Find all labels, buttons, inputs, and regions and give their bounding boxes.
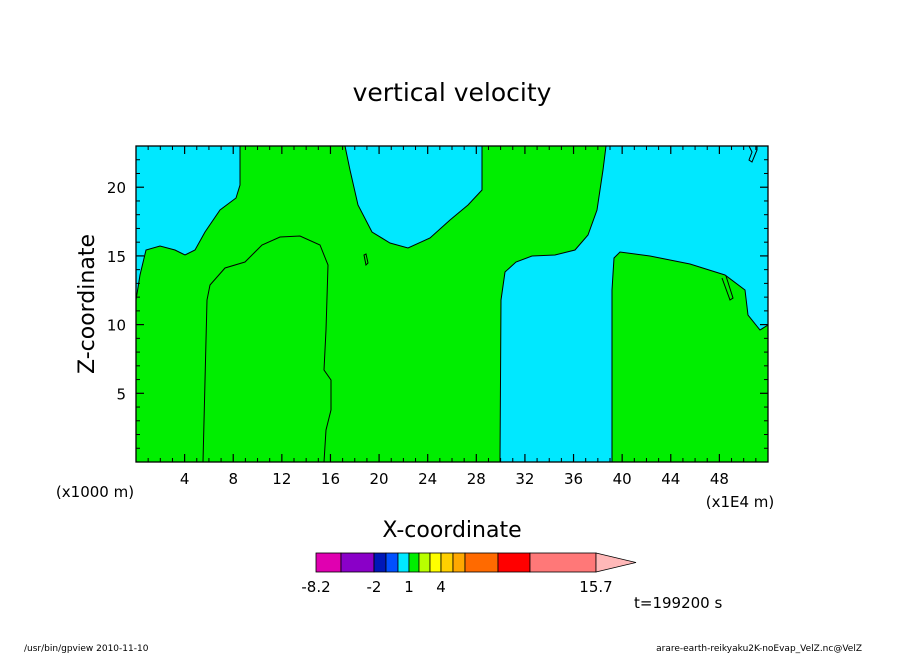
colorbar-swatch (408, 552, 420, 573)
x-tick-label: 16 (321, 470, 340, 488)
y-axis-label: Z-coordinate (75, 234, 100, 374)
x-tick-label: 4 (180, 470, 190, 488)
colorbar-swatch (418, 552, 431, 573)
colorbar-swatch (385, 552, 399, 573)
y-tick-label: 15 (107, 248, 126, 266)
colorbar-swatch (464, 552, 499, 573)
colorbar-extend-arrow (595, 552, 637, 573)
colorbar-label: -8.2 (301, 578, 330, 596)
x-tick-label: 44 (661, 470, 680, 488)
x-tick-label: 40 (613, 470, 632, 488)
colorbar-label: 1 (404, 578, 414, 596)
x-tick-label: 48 (710, 470, 729, 488)
y-tick-label: 20 (107, 179, 126, 197)
colorbar-swatch (440, 552, 454, 573)
x-unit-left: (x1000 m) (56, 483, 134, 501)
x-tick-label: 36 (564, 470, 583, 488)
x-tick-label: 28 (467, 470, 486, 488)
colorbar-swatch (315, 552, 342, 573)
x-tick-label: 8 (228, 470, 238, 488)
x-tick-label: 12 (272, 470, 291, 488)
small-positive-feature (363, 253, 369, 267)
chart-title: vertical velocity (353, 78, 552, 107)
colorbar-swatch (529, 552, 597, 573)
thin-contour-feature (721, 275, 734, 301)
colorbar-label: 15.7 (579, 578, 612, 596)
footer-right: arare-earth-reikyaku2K-noEvap_VelZ.nc@Ve… (656, 644, 862, 654)
colorbar: -8.2 -2 1 4 15.7 (301, 552, 637, 596)
footer-left: /usr/bin/gpview 2010-11-10 (24, 644, 149, 654)
colorbar-label: 4 (436, 578, 446, 596)
colorbar-swatch (397, 552, 410, 573)
colorbar-swatch (429, 552, 442, 573)
x-tick-label: 24 (418, 470, 437, 488)
x-tick-label: 20 (370, 470, 389, 488)
y-tick-label: 5 (116, 385, 126, 403)
colorbar-label: -2 (367, 578, 382, 596)
colorbar-swatch (452, 552, 466, 573)
x-tick-label: 32 (515, 470, 534, 488)
y-tick-label: 10 (107, 317, 126, 335)
colorbar-swatch (497, 552, 531, 573)
x-unit-right: (x1E4 m) (706, 493, 775, 511)
x-axis-label: X-coordinate (382, 518, 521, 543)
colorbar-swatch (373, 552, 387, 573)
contour-plot-area (135, 145, 769, 463)
colorbar-swatch (340, 552, 375, 573)
time-label: t=199200 s (634, 594, 722, 612)
